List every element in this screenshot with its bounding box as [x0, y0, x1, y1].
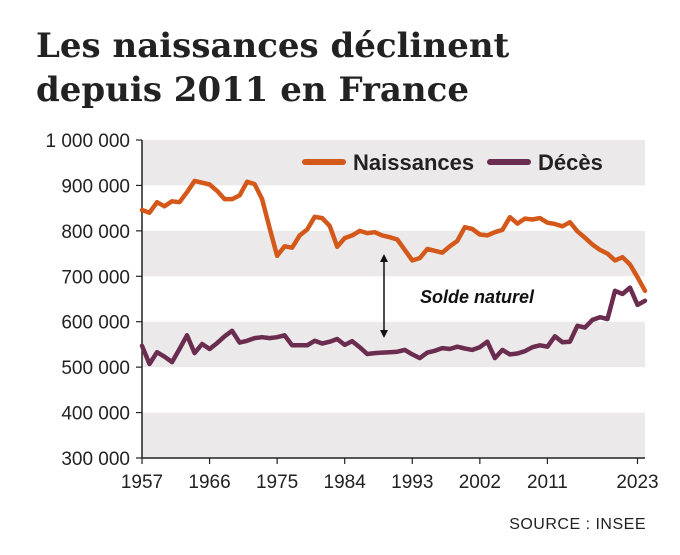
grid-band [142, 140, 645, 186]
x-tick-label: 2023 [616, 472, 658, 493]
y-tick-label: 300 000 [61, 449, 130, 470]
grid-band [142, 321, 645, 368]
solde-arrow-head-down [380, 330, 388, 338]
y-tick-label: 1 000 000 [45, 131, 130, 152]
naissances-line [139, 178, 648, 294]
x-tick-label: 1966 [188, 472, 230, 493]
x-tick-label: 1984 [324, 472, 367, 493]
x-tick-label: 1957 [121, 472, 163, 493]
chart-title: Les naissances déclinent depuis 2011 en … [36, 24, 656, 112]
y-tick-label: 700 000 [61, 267, 130, 288]
axes [141, 140, 645, 459]
title-line-1: Les naissances déclinent [36, 26, 510, 66]
legend-naissances-label: Naissances [353, 150, 474, 175]
x-axis-ticks: 1957 1966 1975 1984 1993 2002 2011 2023 [121, 458, 659, 493]
x-tick-label: 2002 [459, 472, 501, 493]
series-lines [139, 178, 648, 367]
y-tick-label: 400 000 [61, 404, 130, 425]
y-tick-label: 600 000 [61, 313, 130, 334]
y-tick-label: 800 000 [61, 222, 130, 243]
grid-band [142, 412, 645, 458]
y-tick-label: 900 000 [61, 176, 130, 197]
legend-deces-label: Décès [538, 150, 603, 175]
deces-line [139, 285, 648, 367]
grid-bands [142, 140, 645, 458]
legend: Naissances Décès [302, 150, 603, 175]
annotation: Solde naturel [380, 254, 535, 338]
x-tick-label: 1975 [256, 472, 298, 493]
x-tick-label: 2011 [527, 472, 568, 493]
title-line-2: depuis 2011 en France [36, 70, 469, 110]
source-note: SOURCE : INSEE [509, 516, 646, 533]
solde-naturel-label: Solde naturel [420, 287, 535, 307]
x-tick-label: 1993 [391, 472, 433, 493]
y-tick-label: 500 000 [61, 358, 130, 379]
y-axis-ticks: 300 000 400 000 500 000 600 000 700 000 800 0… [45, 131, 142, 470]
solde-arrow-head-up [380, 254, 388, 262]
